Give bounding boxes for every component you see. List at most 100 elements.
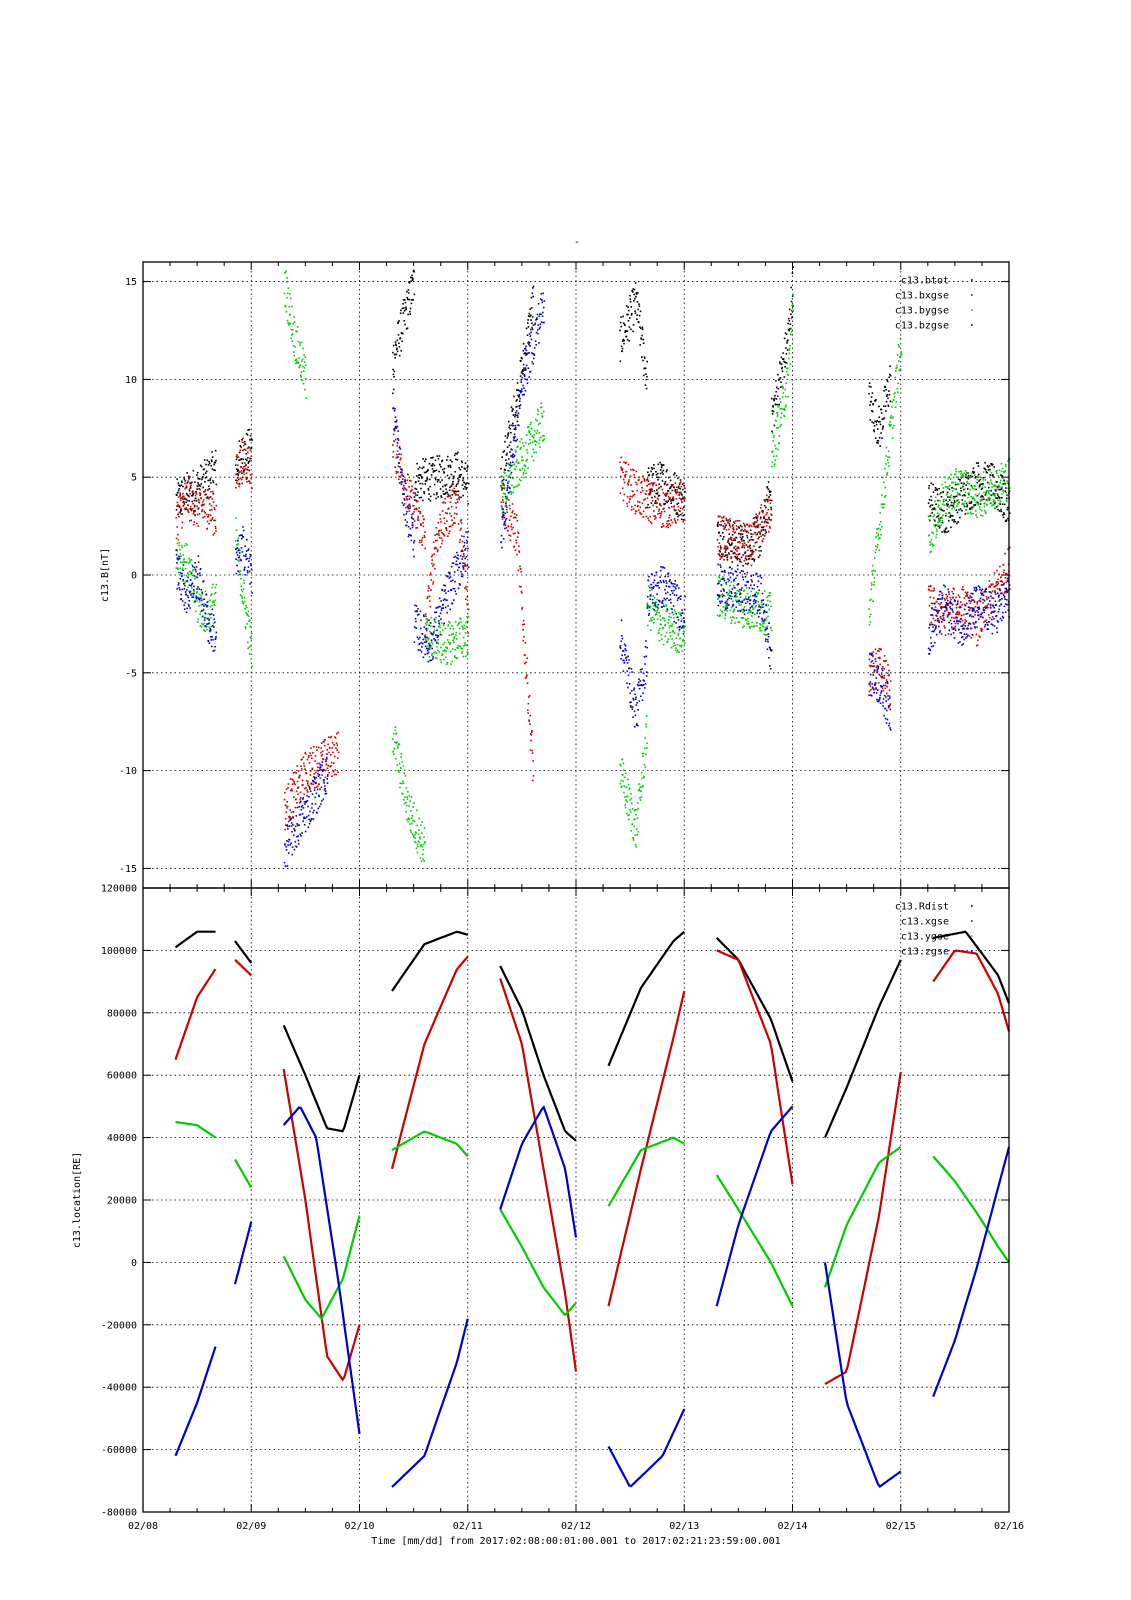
data-point [667, 640, 669, 643]
data-point [957, 620, 959, 623]
data-point [335, 742, 338, 744]
data-point [507, 463, 510, 465]
data-point [742, 611, 744, 613]
data-point [291, 340, 294, 342]
data-point [782, 352, 784, 354]
data-point [285, 281, 288, 283]
data-point [407, 820, 409, 823]
data-point [643, 367, 645, 370]
data-point [511, 503, 514, 505]
data-point [289, 809, 291, 811]
data-point [467, 635, 469, 637]
data-point [990, 463, 992, 465]
data-point [284, 865, 287, 868]
data-point [460, 621, 462, 623]
data-point [665, 610, 667, 613]
data-point [248, 446, 250, 448]
data-point [884, 486, 887, 489]
data-point [680, 645, 683, 648]
data-point [419, 649, 421, 651]
data-point [461, 648, 463, 650]
data-point [177, 558, 179, 561]
data-point [459, 617, 461, 619]
data-point [183, 561, 186, 563]
data-point [202, 516, 204, 519]
data-point [508, 519, 511, 521]
data-point [870, 396, 873, 398]
data-point [966, 595, 968, 597]
data-point [933, 589, 936, 592]
data-point [432, 632, 435, 635]
data-point [769, 595, 771, 597]
data-point [670, 499, 673, 501]
data-point [961, 588, 963, 591]
data-point [681, 494, 683, 496]
data-point [202, 603, 204, 606]
data-point [734, 552, 736, 555]
data-point [465, 621, 467, 624]
data-point [998, 510, 1001, 512]
data-point [977, 465, 980, 467]
data-point [292, 328, 294, 331]
data-point [409, 823, 411, 825]
data-point [454, 648, 457, 651]
data-point [210, 482, 212, 484]
data-point [633, 809, 636, 812]
data-point [208, 622, 210, 625]
data-point [431, 633, 434, 635]
data-point [529, 438, 531, 441]
data-point [450, 565, 453, 568]
data-point [460, 519, 463, 521]
data-point [954, 613, 957, 616]
data-point [294, 359, 297, 362]
data-point [740, 533, 743, 535]
data-point [417, 638, 420, 640]
data-point [404, 519, 407, 521]
data-point [646, 360, 648, 363]
data-point [421, 845, 424, 848]
data-point [451, 519, 453, 522]
data-point [669, 497, 671, 499]
data-point [466, 603, 468, 606]
data-point [676, 491, 679, 493]
data-point [206, 601, 209, 603]
data-point [746, 592, 749, 595]
data-point [187, 562, 190, 565]
data-point [736, 600, 739, 603]
data-point [289, 844, 291, 846]
data-point [991, 486, 993, 488]
data-point [623, 493, 626, 496]
data-point [290, 842, 292, 844]
data-point [676, 503, 678, 505]
data-point [286, 865, 289, 867]
data-point [193, 499, 196, 502]
data-point [520, 360, 522, 362]
data-point [436, 606, 439, 609]
data-point [954, 520, 957, 523]
data-point [753, 625, 756, 627]
data-point [335, 773, 337, 776]
data-point [759, 629, 761, 632]
data-point [434, 459, 437, 462]
data-point [405, 804, 408, 807]
data-point [249, 457, 251, 460]
data-point [943, 530, 945, 532]
data-point [668, 615, 670, 618]
data-point [950, 504, 952, 507]
data-point [418, 841, 421, 844]
data-point [207, 515, 209, 518]
data-point [727, 538, 730, 540]
data-point [439, 513, 441, 516]
data-point [889, 425, 891, 427]
data-point [1006, 579, 1009, 582]
data-point [438, 625, 440, 628]
data-point [436, 533, 439, 535]
data-point [991, 590, 994, 593]
data-point [768, 518, 771, 521]
data-point [975, 501, 978, 504]
data-point [762, 510, 764, 512]
data-point [765, 617, 768, 619]
data-point [931, 504, 934, 506]
data-point [177, 504, 179, 506]
data-point [762, 622, 764, 625]
